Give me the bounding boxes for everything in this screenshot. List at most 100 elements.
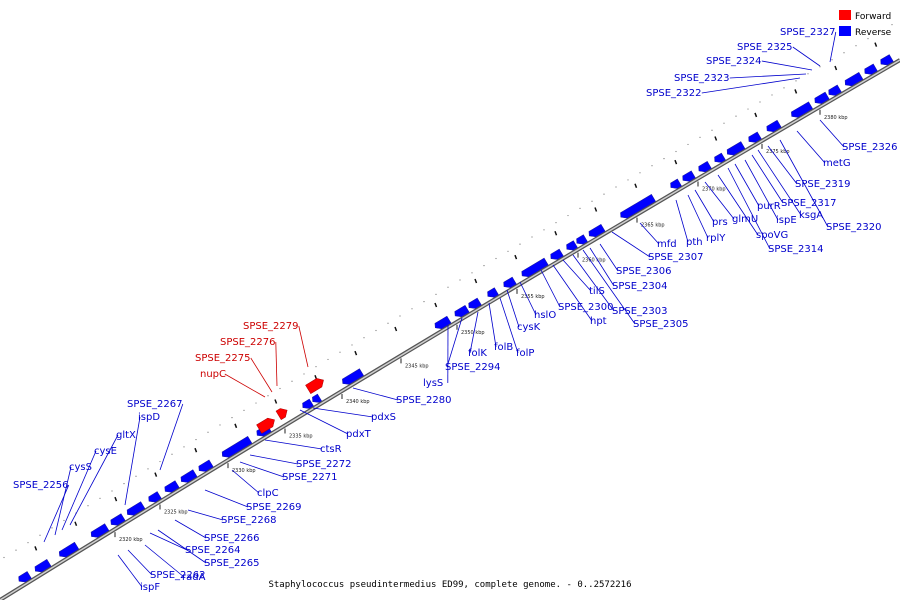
leader-line [611,231,651,258]
map-caption: Staphylococcus pseudintermedius ED99, co… [268,580,631,590]
gene-label[interactable]: SPSE_2304 [612,281,668,292]
gene-label[interactable]: mfd [657,239,677,250]
gene-label[interactable]: SPSE_2266 [204,533,260,544]
gene-block-reverse [566,240,578,251]
label-leader-lines [43,31,845,588]
gene-label[interactable]: metG [823,158,851,169]
gene-label[interactable]: SPSE_2275 [195,353,251,364]
gene-label[interactable]: SPSE_2269 [246,502,302,513]
gene-label[interactable]: SPSE_2314 [768,244,824,255]
gene-label[interactable]: SPSE_2294 [445,362,501,373]
tick-dot [195,438,197,441]
tick-dot [363,337,365,339]
tick-dot [207,431,209,433]
gene-label[interactable]: prs [712,217,728,228]
tick-dot [711,129,713,131]
gene-label[interactable]: SPSE_2256 [13,480,69,491]
gene-label[interactable]: tilS [589,286,605,297]
gene-label[interactable]: SPSE_2300 [558,302,614,313]
gene-label[interactable]: SPSE_2268 [221,515,277,526]
gene-label[interactable]: SPSE_2305 [633,319,689,330]
gene-label[interactable]: ctsR [320,444,342,455]
tick-dot [135,475,137,477]
tick-dot [447,286,449,288]
gene-label[interactable]: ispE [776,215,797,226]
gene-block-reverse [90,523,110,538]
backbone-highlight [0,59,900,600]
gene-label[interactable]: SPSE_2306 [616,266,672,277]
tick-dot [183,446,185,448]
kbp-labels: 2320 kbp 2325 kbp 2330 kbp 2335 kbp 2340 kbp… [114,109,848,543]
gene-label[interactable]: purR [757,201,781,212]
gene-label[interactable]: gltX [116,430,136,441]
gene-label[interactable]: glmU [732,214,758,225]
gene-label[interactable]: spoVG [756,230,788,241]
tick-dot [759,101,761,103]
gene-label[interactable]: cysE [94,446,117,457]
gene-label[interactable]: SPSE_2303 [612,306,668,317]
tick-dot [303,373,305,375]
gene-label[interactable]: SPSE_2276 [220,337,276,348]
leader-line [264,439,323,450]
gene-label[interactable]: SPSE_2317 [781,198,837,209]
gene-label[interactable]: SPSE_2319 [795,179,851,190]
gene-label[interactable]: SPSE_2323 [674,73,730,84]
gene-label[interactable]: SPSE_2280 [396,395,452,406]
gene-label[interactable]: folB [494,342,513,353]
gene-label[interactable]: hslO [534,310,556,321]
tick-dot [147,468,149,470]
gene-label[interactable]: pdxS [371,412,396,423]
tick-dash [634,183,638,189]
gene-label[interactable]: ksgA [799,210,823,221]
leader-line [552,264,593,322]
gene-block-reverse [880,54,894,66]
tick-dot [591,200,593,202]
gene-block-reverse [454,304,470,318]
gene-label[interactable]: SPSE_2326 [842,142,898,153]
tick-dot [99,497,101,499]
gene-label[interactable]: ispF [140,582,160,593]
gene-label[interactable]: SPSE_2322 [646,88,702,99]
gene-label[interactable]: SPSE_2325 [737,42,793,53]
gene-label[interactable]: SPSE_2272 [296,459,352,470]
gene-label[interactable]: radA [182,572,206,583]
gene-label[interactable]: pth [686,237,703,248]
gene-label[interactable]: folP [516,348,534,359]
legend-reverse-label: Reverse [855,28,892,38]
gene-label[interactable]: SPSE_2279 [243,321,299,332]
gene-label[interactable]: nupC [200,369,226,380]
tick-dot [891,24,893,26]
tick-dot [27,542,29,544]
gene-label[interactable]: SPSE_2271 [282,472,338,483]
leader-line [488,302,497,348]
gene-block-reverse [342,368,364,385]
gene-label[interactable]: SPSE_2264 [185,545,241,556]
gene-label[interactable]: rplY [706,233,726,244]
gene-label[interactable]: SPSE_2327 [780,27,836,38]
tick-dot [543,229,545,231]
gene-label[interactable]: SPSE_2307 [648,252,704,263]
tick-dash [274,399,278,404]
gene-label[interactable]: SPSE_2265 [204,558,260,569]
gene-block-reverse [468,297,482,309]
leader-line [751,154,784,204]
gene-label[interactable]: cysS [69,462,92,473]
gene-label[interactable]: lysS [423,378,443,389]
gene-label[interactable]: clpC [257,488,279,499]
gene-label[interactable]: SPSE_2262 [150,570,206,581]
gene-label[interactable]: hpt [590,316,607,327]
gene-label[interactable]: SPSE_2267 [127,399,183,410]
tick-dot [39,534,41,536]
leader-line [744,159,779,221]
gene-label[interactable]: ispD [138,412,160,423]
tick-dot [315,366,317,368]
gene-label[interactable]: SPSE_2324 [706,56,762,67]
gene-label[interactable]: cysK [517,322,541,333]
tick-dot [843,52,845,54]
gene-label[interactable]: pdxT [346,429,372,440]
gene-label[interactable]: SPSE_2320 [826,222,882,233]
leader-line [792,46,821,67]
gene-label[interactable]: folK [468,348,487,359]
kbp-label: 2380 kbp [824,115,848,121]
